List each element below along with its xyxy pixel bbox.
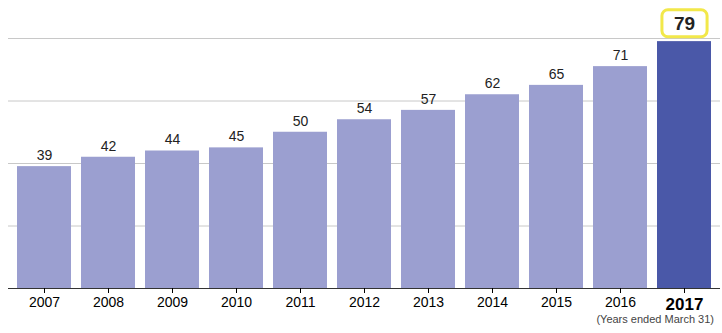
- svg-text:2014: 2014: [477, 294, 508, 310]
- svg-text:65: 65: [549, 66, 565, 82]
- svg-text:57: 57: [421, 91, 437, 107]
- svg-text:2008: 2008: [93, 294, 124, 310]
- svg-text:54: 54: [357, 100, 373, 116]
- svg-text:62: 62: [485, 75, 501, 91]
- svg-text:71: 71: [613, 47, 629, 63]
- svg-text:2015: 2015: [541, 294, 572, 310]
- svg-text:50: 50: [293, 113, 309, 129]
- svg-text:2011: 2011: [285, 294, 315, 310]
- svg-text:2017: 2017: [666, 295, 704, 312]
- svg-text:2010: 2010: [221, 294, 252, 310]
- svg-text:39: 39: [37, 147, 53, 163]
- svg-text:44: 44: [165, 131, 181, 147]
- svg-text:2013: 2013: [413, 294, 444, 310]
- svg-text:2016: 2016: [605, 294, 636, 310]
- svg-text:2007: 2007: [29, 294, 60, 310]
- html-text:(Years ended March 31): (Years ended March 31): [596, 313, 714, 325]
- svg-text:79: 79: [674, 13, 695, 34]
- svg-text:2009: 2009: [157, 294, 188, 310]
- svg-text:2012: 2012: [349, 294, 380, 310]
- svg-text:45: 45: [229, 128, 245, 144]
- svg-text:42: 42: [101, 138, 117, 154]
